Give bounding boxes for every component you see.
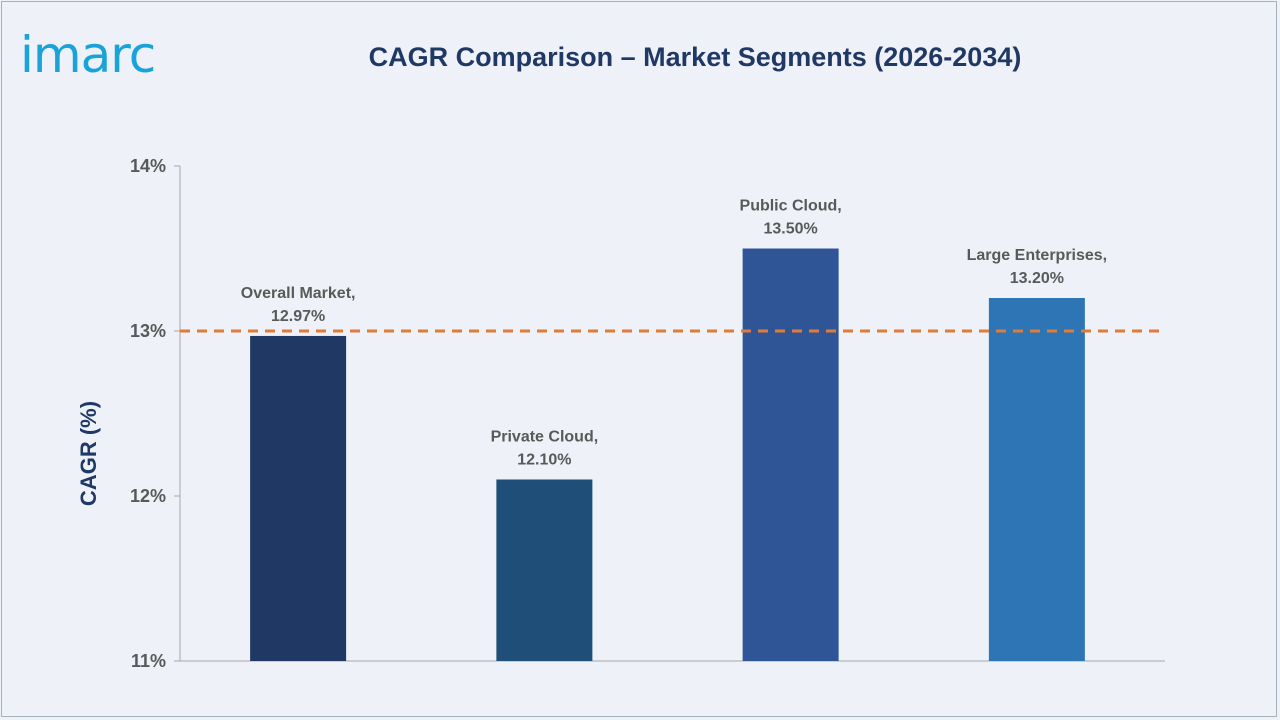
bar bbox=[496, 479, 593, 661]
data-label-value: 12.10% bbox=[517, 452, 571, 469]
data-label-category: Large Enterprises, bbox=[967, 247, 1108, 264]
data-label-value: 12.97% bbox=[271, 308, 325, 325]
data-label-category: Private Cloud, bbox=[491, 429, 599, 446]
y-tick-label: 12% bbox=[130, 486, 166, 506]
data-label-value: 13.20% bbox=[1010, 270, 1064, 287]
y-tick-label: 11% bbox=[131, 651, 166, 671]
bar bbox=[988, 298, 1085, 661]
data-label-value: 13.50% bbox=[763, 221, 817, 238]
bar bbox=[742, 248, 839, 661]
chart-title: CAGR Comparison – Market Segments (2026-… bbox=[368, 42, 1022, 72]
y-tick-label: 14% bbox=[130, 156, 166, 176]
y-tick-label: 13% bbox=[130, 321, 166, 341]
data-label-category: Public Cloud, bbox=[740, 198, 842, 215]
svg-text:imarc: imarc bbox=[20, 26, 155, 84]
imarc-logo: imarc bbox=[20, 26, 156, 84]
y-axis-title: CAGR (%) bbox=[76, 401, 101, 506]
data-label-category: Overall Market, bbox=[241, 285, 356, 302]
bar bbox=[250, 335, 347, 661]
